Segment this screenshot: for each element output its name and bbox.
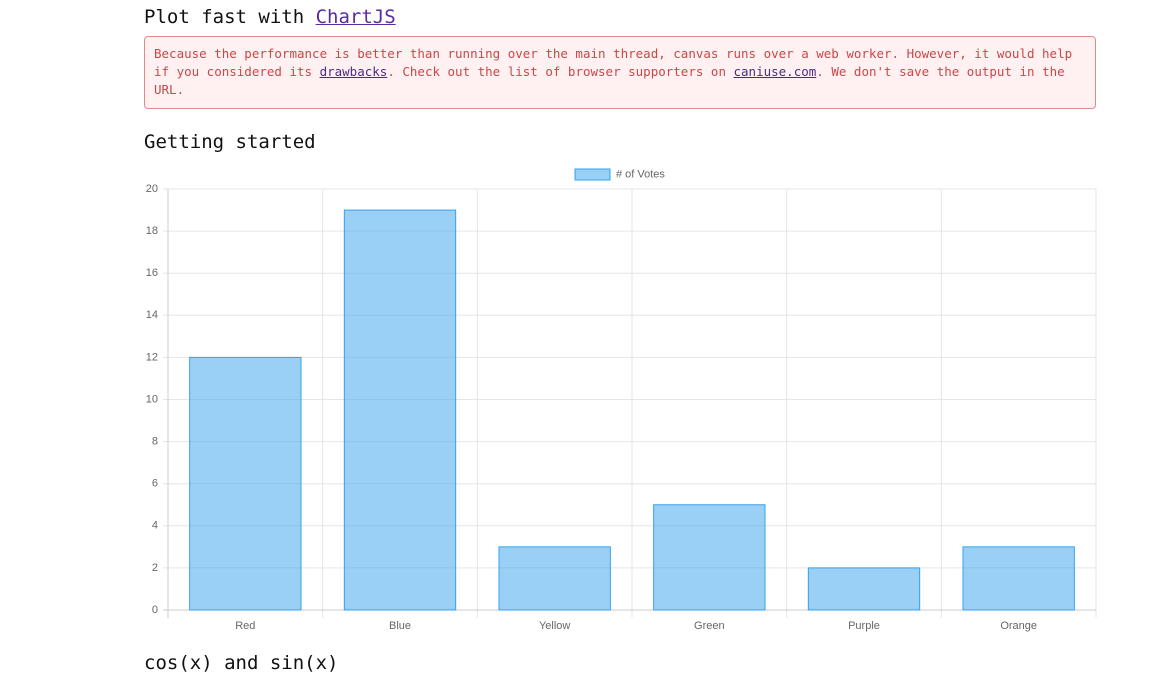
- warning-text: . We don't save the output in the URL.: [154, 64, 1065, 97]
- legend-label: # of Votes: [616, 168, 665, 180]
- legend-swatch: [574, 168, 611, 181]
- warning-box: Because the performance is better than r…: [144, 36, 1096, 109]
- x-tick-label: Red: [235, 620, 255, 632]
- y-tick-label: 4: [152, 520, 158, 532]
- y-tick-label: 8: [152, 436, 158, 448]
- x-tick-label: Orange: [1000, 620, 1037, 632]
- bar: [807, 567, 921, 611]
- x-tick-label: Blue: [389, 620, 411, 632]
- y-tick-label: 6: [152, 478, 158, 490]
- warning-text: . Check out the list of browser supporte…: [387, 64, 726, 79]
- page-title: Plot fast with ChartJS: [144, 6, 396, 28]
- y-tick-label: 2: [152, 562, 158, 574]
- drawbacks-link[interactable]: drawbacks: [319, 64, 388, 79]
- bar: [498, 546, 611, 611]
- y-tick-label: 20: [146, 183, 158, 195]
- bar: [189, 356, 302, 611]
- y-tick-label: 10: [146, 393, 158, 405]
- chartjs-link[interactable]: ChartJS: [315, 6, 396, 28]
- title-text: Plot fast with: [144, 6, 305, 28]
- bar: [653, 504, 766, 611]
- x-tick-label: Purple: [848, 620, 880, 632]
- y-tick-label: 12: [146, 351, 158, 363]
- y-tick-label: 18: [146, 225, 158, 237]
- x-tick-label: Green: [694, 620, 725, 632]
- x-tick-label: Yellow: [539, 620, 570, 632]
- y-tick-label: 16: [146, 267, 158, 279]
- y-tick-label: 14: [146, 309, 158, 321]
- section-heading: cos(x) and sin(x): [144, 652, 339, 674]
- bar: [962, 546, 1075, 611]
- warning-text: Because the performance is better than r…: [154, 46, 1073, 79]
- y-tick-label: 0: [152, 604, 158, 616]
- bar: [343, 209, 457, 611]
- section-heading: Getting started: [144, 131, 316, 153]
- caniuse-link[interactable]: caniuse.com: [733, 64, 817, 79]
